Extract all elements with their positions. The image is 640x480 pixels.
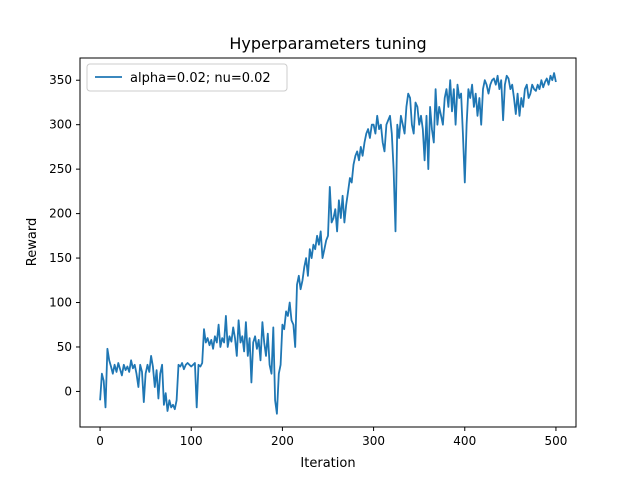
y-tick-label: 250 <box>49 162 72 176</box>
chart-title: Hyperparameters tuning <box>229 34 426 53</box>
x-axis: 0 100 200 300 400 500 <box>96 427 567 448</box>
x-tick-label: 100 <box>180 434 203 448</box>
legend: alpha=0.02; nu=0.02 <box>86 63 288 92</box>
y-tick-label: 100 <box>49 296 72 310</box>
y-tick-label: 350 <box>49 73 72 87</box>
plot-background <box>80 58 576 427</box>
x-tick-label: 0 <box>96 434 104 448</box>
series-line-alpha-0.02-nu-0.02 <box>99 72 557 415</box>
legend-box <box>86 63 288 92</box>
y-axis: 0 50 100 150 200 250 300 350 <box>49 73 80 398</box>
x-tick-label: 500 <box>544 434 567 448</box>
x-tick-label: 200 <box>271 434 294 448</box>
y-tick-label: 300 <box>49 118 72 132</box>
y-tick-label: 150 <box>49 251 72 265</box>
x-tick-label: 400 <box>453 434 476 448</box>
x-axis-label: Iteration <box>300 456 355 471</box>
y-axis-label: Reward <box>25 218 40 266</box>
plot-area <box>79 57 577 428</box>
y-tick-label: 50 <box>57 340 72 354</box>
y-tick-label: 200 <box>49 207 72 221</box>
x-tick-label: 300 <box>362 434 385 448</box>
plot-frame <box>79 57 577 428</box>
legend-label: alpha=0.02; nu=0.02 <box>130 71 271 86</box>
y-tick-label: 0 <box>64 384 72 398</box>
